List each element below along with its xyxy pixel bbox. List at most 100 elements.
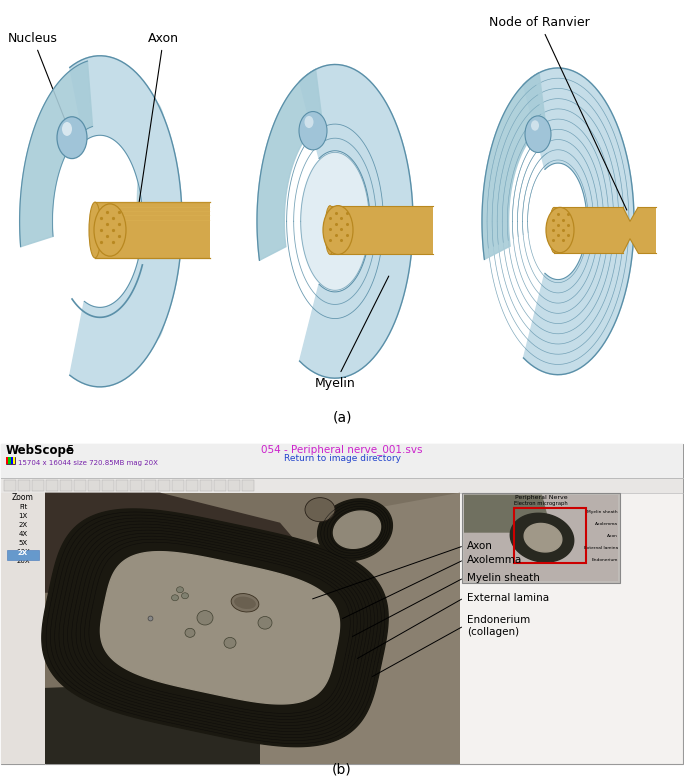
Polygon shape: [510, 513, 574, 562]
Ellipse shape: [531, 121, 539, 131]
Ellipse shape: [549, 208, 559, 253]
Bar: [158, 479, 170, 491]
Text: Axon: Axon: [467, 541, 493, 551]
Polygon shape: [317, 499, 393, 560]
Text: 4X: 4X: [18, 531, 27, 537]
Bar: [242, 479, 254, 491]
Text: Return to image directory: Return to image directory: [283, 454, 401, 463]
Bar: [130, 479, 142, 491]
Ellipse shape: [231, 594, 259, 612]
Text: Myelin: Myelin: [315, 276, 389, 390]
Polygon shape: [524, 524, 562, 552]
Bar: [102, 479, 114, 491]
Bar: [514, 508, 586, 562]
Text: Fit: Fit: [19, 503, 27, 510]
Polygon shape: [45, 492, 310, 593]
Bar: [13, 457, 15, 464]
Bar: [7, 550, 39, 559]
Bar: [45, 492, 460, 764]
Text: Node of Ranvier: Node of Ranvier: [489, 16, 627, 210]
Bar: [200, 479, 212, 491]
Bar: [228, 479, 240, 491]
Text: 5X: 5X: [18, 540, 27, 545]
Text: 15704 x 16044 size 720.85MB mag 20X: 15704 x 16044 size 720.85MB mag 20X: [18, 460, 158, 465]
Bar: [464, 495, 618, 580]
Bar: [1, 478, 683, 492]
Ellipse shape: [57, 117, 87, 159]
Ellipse shape: [299, 111, 327, 150]
Text: 5: 5: [66, 444, 73, 457]
Polygon shape: [70, 56, 182, 387]
Polygon shape: [593, 117, 623, 326]
Bar: [8, 457, 10, 464]
Polygon shape: [334, 511, 380, 548]
Text: Peripheral Nerve: Peripheral Nerve: [514, 495, 567, 499]
Ellipse shape: [89, 202, 101, 258]
Bar: [32, 479, 44, 491]
Text: (b): (b): [332, 763, 352, 777]
Polygon shape: [45, 683, 260, 764]
Polygon shape: [20, 61, 92, 247]
Bar: [6, 457, 15, 464]
Text: 10X: 10X: [16, 548, 30, 555]
Polygon shape: [523, 68, 634, 375]
Text: Axon: Axon: [135, 32, 179, 227]
Text: (a): (a): [332, 411, 352, 425]
Polygon shape: [371, 111, 403, 331]
Ellipse shape: [258, 616, 272, 629]
Bar: [186, 479, 198, 491]
Ellipse shape: [197, 611, 213, 625]
Text: 2X: 2X: [18, 550, 28, 555]
Bar: [1, 443, 683, 478]
Ellipse shape: [525, 116, 551, 152]
Text: Electron micrograph: Electron micrograph: [514, 501, 568, 506]
Polygon shape: [623, 208, 638, 253]
Text: Axolemma: Axolemma: [595, 522, 618, 526]
Polygon shape: [42, 509, 388, 747]
Bar: [74, 479, 86, 491]
Text: Nucleus: Nucleus: [8, 32, 71, 135]
Ellipse shape: [62, 122, 72, 136]
Polygon shape: [300, 65, 413, 378]
Text: Myelin sheath: Myelin sheath: [467, 573, 540, 583]
Bar: [144, 479, 156, 491]
Ellipse shape: [176, 587, 183, 593]
Bar: [60, 479, 72, 491]
Ellipse shape: [323, 205, 353, 254]
Text: Axolemma: Axolemma: [467, 555, 523, 565]
Ellipse shape: [546, 208, 574, 253]
Bar: [4, 479, 16, 491]
Text: External lamina: External lamina: [584, 545, 618, 550]
Ellipse shape: [305, 498, 335, 522]
Polygon shape: [137, 102, 173, 341]
Ellipse shape: [94, 204, 126, 256]
Bar: [46, 479, 58, 491]
Ellipse shape: [304, 116, 313, 128]
Ellipse shape: [234, 597, 256, 609]
Ellipse shape: [325, 205, 335, 254]
Text: 1X: 1X: [18, 513, 27, 519]
Polygon shape: [260, 492, 460, 764]
Bar: [10, 457, 13, 464]
Text: Endonerium
(collagen): Endonerium (collagen): [467, 615, 530, 636]
Text: Endonerium: Endonerium: [592, 558, 618, 562]
Polygon shape: [301, 152, 369, 290]
Polygon shape: [482, 73, 546, 260]
Text: Zoom: Zoom: [12, 492, 34, 502]
Bar: [214, 479, 226, 491]
Ellipse shape: [181, 593, 189, 599]
Bar: [18, 479, 30, 491]
Ellipse shape: [172, 594, 179, 601]
Polygon shape: [257, 69, 322, 261]
Text: 20X: 20X: [16, 558, 30, 564]
Text: Axon: Axon: [607, 534, 618, 538]
Text: 054 - Peripheral nerve_001.svs: 054 - Peripheral nerve_001.svs: [261, 444, 423, 455]
Bar: [6, 457, 8, 464]
Text: 2X: 2X: [18, 522, 27, 527]
Ellipse shape: [185, 629, 195, 637]
Bar: [116, 479, 128, 491]
Text: WebScope: WebScope: [6, 444, 75, 457]
Ellipse shape: [224, 637, 236, 648]
Bar: [88, 479, 100, 491]
Bar: [1, 492, 45, 764]
